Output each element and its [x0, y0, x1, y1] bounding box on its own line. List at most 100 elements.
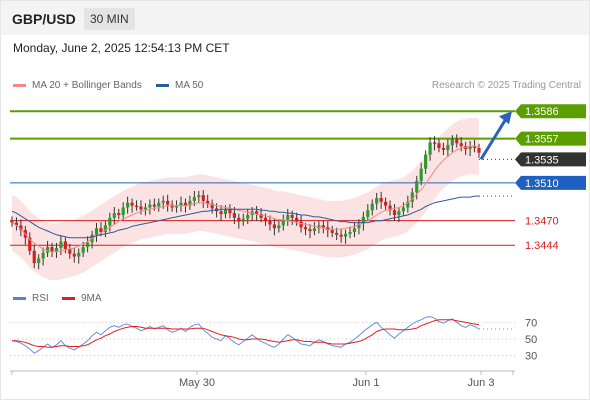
candle-body — [415, 181, 419, 193]
candle-body — [179, 202, 183, 206]
candle-body — [268, 220, 272, 225]
candle-body — [437, 143, 441, 149]
candle-body — [361, 216, 365, 224]
candle-body — [126, 202, 130, 208]
rsi-ma-line — [12, 319, 480, 348]
candle-body — [232, 213, 236, 218]
candle-body — [72, 253, 76, 257]
candle-body — [428, 142, 432, 155]
candle-body — [384, 201, 388, 206]
candle-body — [32, 250, 36, 264]
candle-body — [112, 213, 116, 218]
level-label-3: 1.3510 — [525, 178, 559, 190]
candle-body — [134, 205, 139, 208]
candle-body — [223, 209, 228, 215]
candle-body — [450, 139, 454, 146]
candle-body — [277, 225, 281, 229]
credit-text: Research © 2025 Trading Central — [431, 80, 581, 91]
legend-ma50-swatch — [156, 84, 169, 87]
candle-body — [10, 220, 14, 223]
candle-body — [432, 142, 437, 144]
candle-body — [419, 168, 423, 182]
candle-body — [192, 197, 196, 201]
candle-body — [286, 215, 290, 220]
candle-body — [455, 139, 459, 144]
candle-body — [143, 207, 148, 210]
candle-body — [357, 223, 361, 229]
rsi-tick-50: 50 — [525, 334, 537, 346]
level-tag-1 — [515, 131, 586, 146]
candle-body — [228, 209, 232, 214]
symbol-label: GBP/USD — [12, 11, 76, 27]
level-tag-3 — [515, 175, 586, 190]
legend-rsi: RSI — [13, 293, 49, 304]
candle-body — [272, 224, 277, 229]
candle-body — [28, 237, 32, 251]
level-tag-0 — [515, 104, 586, 119]
candle-body — [308, 229, 312, 232]
candle-body — [424, 154, 428, 169]
candle-body — [117, 213, 121, 216]
legend-rsi-ma-swatch — [62, 297, 75, 300]
candle-body — [219, 211, 223, 215]
candle-body — [263, 217, 268, 221]
level-tag-2 — [515, 152, 586, 167]
level-label-5: 1.3444 — [525, 240, 559, 252]
candle-body — [299, 221, 303, 228]
chart-header: GBP/USD 30 MIN — [1, 1, 589, 35]
candle-body — [210, 203, 214, 209]
candle-body — [241, 218, 245, 222]
candle-body — [59, 241, 63, 249]
ma20-line — [11, 145, 480, 253]
candle-body — [295, 217, 299, 222]
candle-body — [19, 225, 23, 231]
candle-body — [468, 146, 472, 149]
candle-body — [152, 204, 156, 207]
candle-body — [197, 195, 201, 198]
candle-body — [477, 148, 481, 153]
candle-body — [379, 198, 383, 202]
candle-body — [86, 242, 90, 248]
candle-body — [472, 146, 477, 149]
candle-body — [130, 202, 134, 206]
candle-body — [103, 225, 107, 232]
legend-ma20-label: MA 20 + Bollinger Bands — [32, 80, 142, 91]
candle-body — [339, 234, 343, 237]
rsi-tick-30: 30 — [525, 351, 537, 363]
candle-body — [139, 206, 143, 210]
candle-body — [335, 232, 339, 235]
candle-body — [406, 201, 410, 208]
x-tick-label: Jun 1 — [353, 377, 380, 389]
candle-body — [237, 217, 241, 222]
timeframe-button[interactable]: 30 MIN — [84, 8, 135, 30]
candle-body — [121, 207, 125, 216]
legend-rsi-ma-label: 9MA — [81, 293, 102, 304]
candle-body — [188, 200, 192, 206]
candle-body — [259, 214, 263, 218]
candle-body — [37, 258, 41, 264]
candle-body — [459, 143, 463, 147]
candle-body — [370, 203, 374, 211]
level-label-2: 1.3535 — [525, 154, 559, 166]
candle-body — [45, 247, 50, 253]
candle-body — [397, 211, 401, 216]
candle-body — [446, 145, 450, 150]
candle-body — [410, 192, 414, 202]
candle-body — [201, 195, 205, 201]
candle-body — [99, 228, 103, 232]
x-tick-label: May 30 — [179, 377, 215, 389]
candle-body — [303, 227, 308, 230]
candle-body — [14, 222, 19, 226]
candle-body — [343, 233, 348, 237]
candle-body — [348, 231, 352, 234]
candle-body — [255, 211, 259, 215]
candle-body — [206, 200, 210, 204]
date-line: Monday, June 2, 2025 12:54:13 PM CET — [13, 41, 230, 55]
candle-body — [161, 200, 165, 203]
legend-ma50-label: MA 50 — [175, 80, 204, 91]
candle-body — [392, 210, 397, 216]
legend-rsi-swatch — [13, 297, 26, 300]
candle-body — [63, 241, 67, 249]
candle-body — [375, 198, 379, 204]
